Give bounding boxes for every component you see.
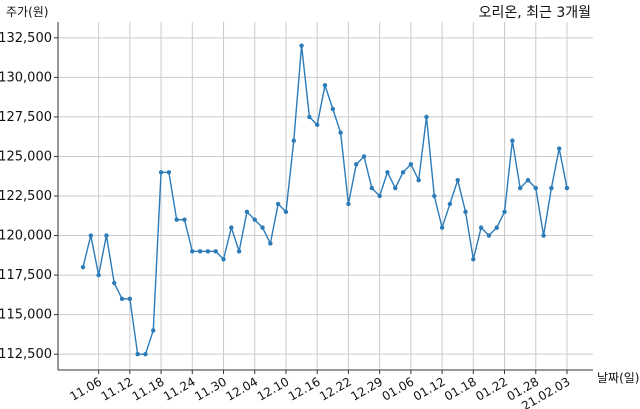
x-tick-label: 11.30 — [192, 374, 229, 403]
price-point — [291, 138, 296, 143]
price-point — [221, 257, 226, 262]
price-point — [112, 280, 117, 286]
x-tick-label: 01.22 — [473, 374, 510, 403]
price-points — [80, 43, 570, 357]
price-point — [182, 217, 187, 222]
price-point — [455, 177, 460, 183]
price-point — [205, 249, 211, 254]
price-point — [486, 233, 492, 238]
y-tick-label: 125,000 — [0, 149, 52, 164]
price-point — [299, 43, 304, 48]
price-point — [494, 225, 499, 230]
price-point — [275, 201, 281, 207]
price-point — [346, 201, 351, 207]
price-point — [502, 209, 507, 215]
price-point — [229, 225, 234, 230]
price-point — [549, 185, 554, 191]
x-tick-label: 11.18 — [130, 374, 167, 403]
price-point — [330, 106, 336, 112]
price-point — [541, 233, 546, 238]
price-point — [151, 328, 156, 333]
price-point — [174, 217, 179, 222]
x-axis-label: 날짜(일) — [597, 371, 639, 385]
price-point — [556, 146, 562, 151]
price-point — [564, 185, 570, 191]
x-tick-label: 12.10 — [255, 374, 292, 403]
axes — [54, 22, 593, 374]
x-tick-labels: 11.0611.1211.1811.2411.3012.0412.1012.16… — [67, 374, 572, 409]
price-point — [314, 122, 320, 128]
price-point — [268, 241, 273, 246]
price-point — [525, 177, 531, 183]
price-point — [127, 296, 133, 302]
price-point — [244, 209, 250, 215]
y-tick-label: 117,500 — [0, 268, 52, 283]
price-point — [213, 249, 218, 254]
y-tick-label: 130,000 — [0, 70, 52, 85]
price-point — [447, 201, 453, 207]
price-point — [393, 185, 398, 191]
x-tick-label: 12.16 — [286, 374, 323, 403]
price-point — [158, 170, 164, 175]
y-tick-label: 122,500 — [0, 189, 52, 204]
y-tick-label: 115,000 — [0, 308, 52, 323]
price-point — [377, 193, 382, 199]
price-point — [385, 170, 390, 175]
y-tick-label: 132,500 — [0, 31, 52, 46]
price-point — [408, 162, 414, 167]
y-tick-label: 127,500 — [0, 110, 52, 125]
x-tick-label: 11.24 — [161, 374, 198, 403]
price-point — [439, 225, 445, 230]
price-point — [307, 114, 312, 120]
price-point — [416, 177, 421, 183]
price-point — [135, 351, 140, 357]
price-point — [104, 233, 109, 238]
price-point — [361, 154, 367, 159]
x-tick-label: 01.06 — [380, 374, 417, 403]
x-tick-label: 12.29 — [348, 374, 385, 403]
price-point — [478, 225, 484, 230]
price-point — [533, 185, 538, 191]
price-point — [190, 249, 195, 254]
price-point — [338, 130, 343, 135]
price-point — [471, 257, 476, 262]
price-point — [236, 249, 242, 254]
price-point — [424, 114, 429, 120]
price-point — [96, 272, 101, 278]
price-point — [119, 296, 125, 302]
price-point — [197, 249, 203, 254]
price-point — [400, 170, 406, 175]
x-tick-label: 01.12 — [411, 374, 448, 403]
price-point — [166, 170, 172, 175]
price-point — [143, 351, 148, 357]
x-tick-label: 11.12 — [99, 374, 136, 403]
price-point — [463, 209, 468, 215]
price-point — [510, 138, 515, 143]
x-tick-label: 12.22 — [317, 374, 354, 403]
price-point — [252, 217, 257, 222]
x-tick-label: 11.06 — [67, 374, 104, 403]
x-tick-label: 12.04 — [223, 374, 260, 403]
price-point — [283, 209, 289, 215]
price-point — [432, 193, 437, 199]
price-point — [80, 264, 86, 270]
y-tick-label: 112,500 — [0, 347, 52, 362]
price-point — [88, 233, 94, 238]
y-tick-labels: 112,500 115,000 117,500 120,000 122,500 125,0… — [0, 31, 52, 362]
price-point — [322, 83, 328, 88]
price-point — [369, 185, 375, 191]
price-point — [354, 162, 359, 167]
y-tick-label: 120,000 — [0, 229, 52, 244]
x-tick-label: 01.18 — [442, 374, 479, 403]
chart-title: 오리온, 최근 3개월 — [479, 5, 591, 21]
price-series-line — [82, 45, 568, 355]
price-point — [517, 185, 523, 191]
y-axis-label: 주가(원) — [6, 5, 48, 19]
price-point — [260, 225, 265, 230]
grid — [58, 22, 593, 370]
